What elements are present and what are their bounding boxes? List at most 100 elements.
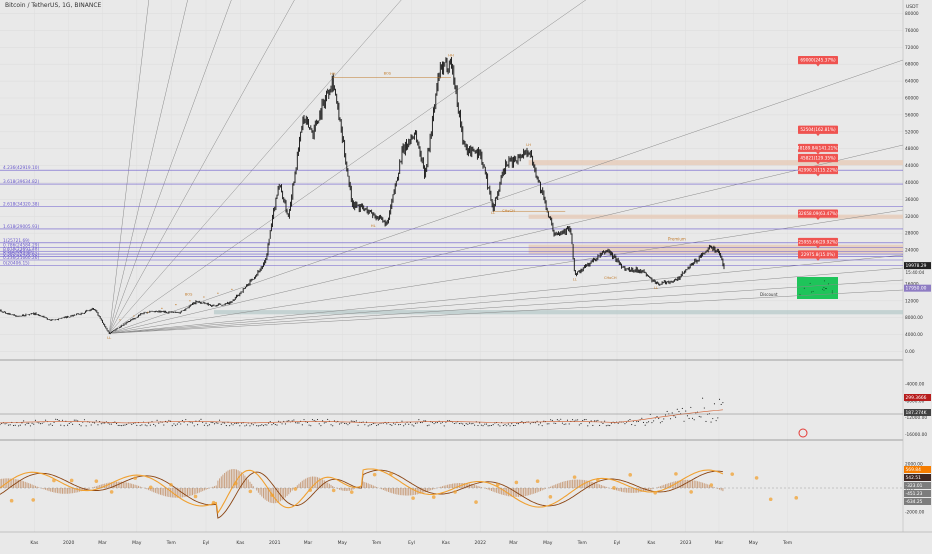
time-tick-label: 2020 [63,540,75,546]
indicator-dot [269,421,271,423]
macd-cross-dot [431,495,436,499]
indicator-dot [690,406,692,408]
indicator-dot [191,422,194,424]
macd-cross-dot [69,478,74,483]
indicator-dot [642,421,645,423]
target-pointer [816,173,820,177]
indicator-dot [274,423,276,426]
zones-layer: Premium Discount [213,160,903,315]
indicator-dot [154,425,156,427]
indicator-dot [661,421,663,423]
target-pointer [816,245,820,249]
indicator-dot [178,421,180,423]
indicator-dot [347,424,349,426]
macd-value-label: -451.23 [906,491,923,497]
price-tick-label: -4000.00 [905,381,925,387]
indicator-dot [683,420,685,422]
target-label: 32658.09(63.47%) [798,211,838,216]
indicator-dot [565,423,567,425]
indicator-dot [338,423,341,425]
price-tick-label: 48000 [905,146,919,152]
macd-cross-dot [193,494,198,499]
indicator-dot [587,425,589,427]
current-price-label: 19978.29 [906,263,927,269]
indicator-dot [485,423,487,425]
indicator-dot [681,407,683,410]
macd-cross-dot [709,483,714,487]
indicator-dot [597,419,599,421]
indicator-dot [364,424,366,426]
indicator-dot [560,418,562,420]
time-tick-label: Kas [30,540,39,546]
indicator-dot [371,423,373,426]
indicator-dot [648,421,650,423]
indicator-dot [561,422,563,424]
indicator-dot [197,424,199,426]
indicator-dot [58,420,60,422]
macd-cross-dot [211,500,216,505]
gann-fan-line [108,0,232,334]
indicator-dot [463,425,466,427]
indicator-dot [626,421,628,423]
indicator-dot [673,415,675,417]
indicator-dot [31,422,33,424]
indicator-dot [693,419,695,421]
indicator-dot [435,422,437,424]
indicator-dot [56,419,58,421]
indicator-dot [543,420,545,422]
macd-value-label-bg [904,474,931,481]
indicator-dot [244,425,246,427]
indicator-dot [722,402,724,404]
macd-cross-dot [308,488,313,492]
indicator-dot [72,423,74,425]
indicator-dot [499,425,501,427]
macd-value-label: -634.25 [906,499,923,505]
fib-level-label: 0.786(24584.29) [3,243,39,249]
indicator-value-label: 299.3666 [906,395,927,401]
indicator-dot [325,421,327,423]
macd-cross-dot [689,490,693,494]
macd-cross-dot [148,485,153,490]
macd-value-label-bg [904,498,931,505]
signal-dot [203,296,205,298]
indicator-dot [440,422,442,424]
macd-value-label-bg [904,466,931,473]
indicator-dot [83,419,85,421]
indicator-dot [345,423,347,425]
indicator-dot [185,419,187,421]
indicator-dot [688,417,690,420]
indicator-dot [710,421,712,423]
macd-cross-dot [653,490,658,495]
demand-dot [828,283,830,285]
indicator-dot [582,419,584,422]
time-tick-label: 2022 [475,540,487,546]
indicator-dot [555,422,557,424]
indicator-dot [447,420,449,422]
indicator-dot [431,421,433,424]
target-label: 52504(162.81%) [800,127,836,132]
indicator-dot [556,419,558,421]
macd-cross-dot [754,476,759,480]
indicator-dot [327,418,329,420]
indicator-dot [698,415,700,417]
indicator-dot [213,423,216,425]
indicator-dot [249,425,251,427]
indicator-dot [257,425,259,427]
indicator-dot [203,424,205,426]
time-tick-label: 2021 [269,540,281,546]
indicator-dot [713,403,715,405]
indicator-dot [420,422,422,424]
price-tick-label: 4000.00 [905,332,923,338]
price-tick-label: 60000 [905,96,919,102]
indicator-dot [538,424,540,426]
indicator-dot [416,422,418,424]
time-tick-label: 2023 [680,540,692,546]
indicator-dot [124,424,126,426]
indicator-dot [316,418,319,421]
gann-fan-line [109,0,402,334]
time-tick-label: May [543,540,553,546]
indicator-dot [322,420,324,422]
indicator-dot [367,425,369,427]
indicator-dot [332,425,334,427]
